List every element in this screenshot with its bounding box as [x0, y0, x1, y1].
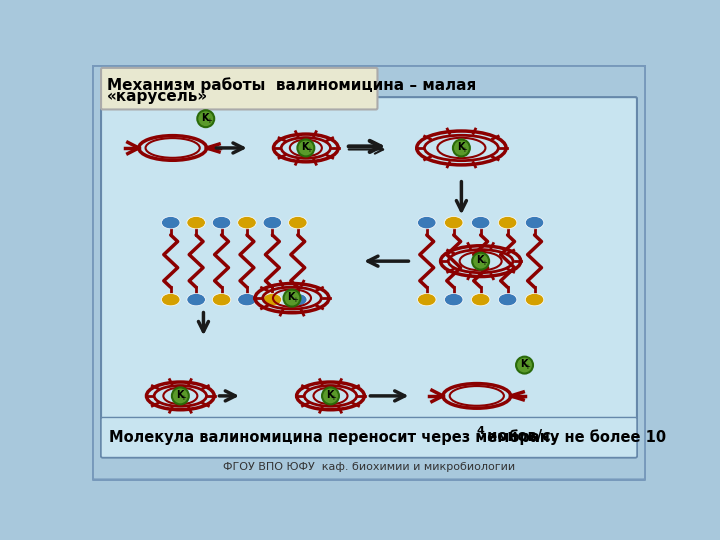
- Text: K: K: [457, 142, 464, 152]
- Ellipse shape: [161, 293, 180, 306]
- Ellipse shape: [526, 293, 544, 306]
- Text: K: K: [287, 292, 295, 302]
- Ellipse shape: [444, 293, 463, 306]
- Ellipse shape: [187, 293, 205, 306]
- Ellipse shape: [472, 293, 490, 306]
- Ellipse shape: [263, 217, 282, 229]
- Ellipse shape: [472, 217, 490, 229]
- Ellipse shape: [297, 139, 315, 157]
- Text: ФГОУ ВПО ЮФУ  каф. биохимии и микробиологии: ФГОУ ВПО ЮФУ каф. биохимии и микробиолог…: [223, 462, 515, 472]
- Text: Механизм работы  валиномицина – малая: Механизм работы валиномицина – малая: [107, 77, 477, 93]
- Ellipse shape: [263, 293, 282, 306]
- Text: ионов/с.: ионов/с.: [482, 429, 557, 444]
- Text: +: +: [306, 147, 312, 153]
- Ellipse shape: [238, 293, 256, 306]
- Text: Молекула валиномицина переносит через мембрану не более 10: Молекула валиномицина переносит через ме…: [109, 429, 666, 444]
- Ellipse shape: [172, 387, 189, 404]
- Ellipse shape: [161, 217, 180, 229]
- Text: +: +: [330, 395, 336, 401]
- Ellipse shape: [284, 289, 300, 307]
- Text: K: K: [326, 390, 333, 400]
- Text: +: +: [292, 298, 298, 303]
- FancyBboxPatch shape: [101, 97, 637, 457]
- Ellipse shape: [498, 293, 517, 306]
- Text: +: +: [206, 118, 212, 124]
- Text: +: +: [525, 364, 531, 370]
- Ellipse shape: [212, 217, 231, 229]
- Text: K: K: [176, 390, 184, 400]
- Text: +: +: [462, 147, 467, 153]
- Ellipse shape: [289, 217, 307, 229]
- Ellipse shape: [418, 217, 436, 229]
- FancyBboxPatch shape: [93, 65, 645, 480]
- Text: K: K: [202, 113, 209, 123]
- Ellipse shape: [444, 217, 463, 229]
- Ellipse shape: [212, 293, 231, 306]
- Text: +: +: [481, 260, 487, 266]
- Text: K: K: [302, 142, 309, 152]
- Text: 4: 4: [476, 426, 484, 436]
- Ellipse shape: [516, 356, 533, 374]
- Text: K: K: [520, 359, 528, 369]
- Text: K: K: [476, 255, 484, 265]
- Ellipse shape: [418, 293, 436, 306]
- Ellipse shape: [322, 387, 339, 404]
- Text: «карусель»: «карусель»: [107, 89, 208, 104]
- FancyBboxPatch shape: [101, 417, 637, 457]
- Ellipse shape: [498, 217, 517, 229]
- Ellipse shape: [472, 253, 489, 269]
- Ellipse shape: [289, 293, 307, 306]
- Ellipse shape: [187, 217, 205, 229]
- FancyBboxPatch shape: [101, 68, 377, 110]
- Ellipse shape: [197, 110, 215, 127]
- Ellipse shape: [238, 217, 256, 229]
- Ellipse shape: [453, 139, 470, 157]
- Text: +: +: [181, 395, 186, 401]
- Ellipse shape: [526, 217, 544, 229]
